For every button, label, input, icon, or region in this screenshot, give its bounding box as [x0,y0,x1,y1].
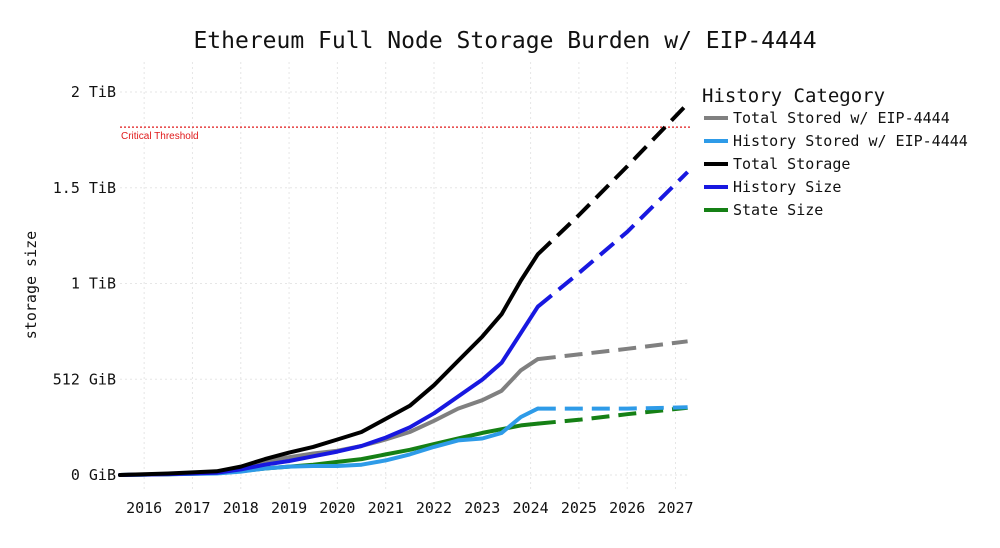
annotations: Critical Threshold [120,126,690,142]
y-tick-label: 0 GiB [71,466,116,484]
legend: History Category Total Stored w/ EIP-444… [702,85,968,219]
x-tick-label: 2018 [223,499,259,517]
x-tick-label: 2016 [126,499,162,517]
legend-label: Total Storage [733,155,850,173]
x-tick-label: 2021 [368,499,404,517]
x-tick-label: 2026 [609,499,645,517]
x-tick-label: 2023 [464,499,500,517]
x-tick-label: 2017 [174,499,210,517]
x-axis: 2016 2017 2018 2019 2020 2021 2022 2023 2024 2025… [126,499,693,517]
x-tick-label: 2020 [319,499,355,517]
x-tick-label: 2019 [271,499,307,517]
legend-label: History Size [733,178,841,196]
legend-label: Total Stored w/ EIP-4444 [733,109,950,127]
x-tick-label: 2024 [513,499,549,517]
x-tick-label: 2025 [561,499,597,517]
critical-threshold-label: Critical Threshold [121,131,199,142]
series-projection-total-stored-w-eip-4444 [537,339,688,362]
series-projection-state-size [537,405,688,426]
legend-title: History Category [702,85,885,107]
chart-title: Ethereum Full Node Storage Burden w/ EIP… [193,28,816,54]
y-axis: 0 GiB 512 GiB 1 TiB 1.5 TiB 2 TiB [53,83,116,484]
y-tick-label: 512 GiB [53,370,116,388]
x-tick-label: 2022 [416,499,452,517]
series-line-history-size [118,304,540,477]
y-tick-label: 1 TiB [71,275,116,293]
series-projection-total-storage [536,102,690,256]
series-projection-history-stored-w-eip-4444 [537,405,688,411]
y-axis-label: storage size [22,231,40,339]
grid [120,62,690,490]
series-lines [118,102,690,477]
y-tick-label: 1.5 TiB [53,179,116,197]
legend-label: State Size [733,201,823,219]
series-projection-history-size [536,170,690,309]
series-line-total-storage [118,252,540,477]
legend-label: History Stored w/ EIP-4444 [733,132,968,150]
y-tick-label: 2 TiB [71,83,116,101]
x-tick-label: 2027 [657,499,693,517]
series-line-total-stored-w-eip-4444 [118,357,540,477]
